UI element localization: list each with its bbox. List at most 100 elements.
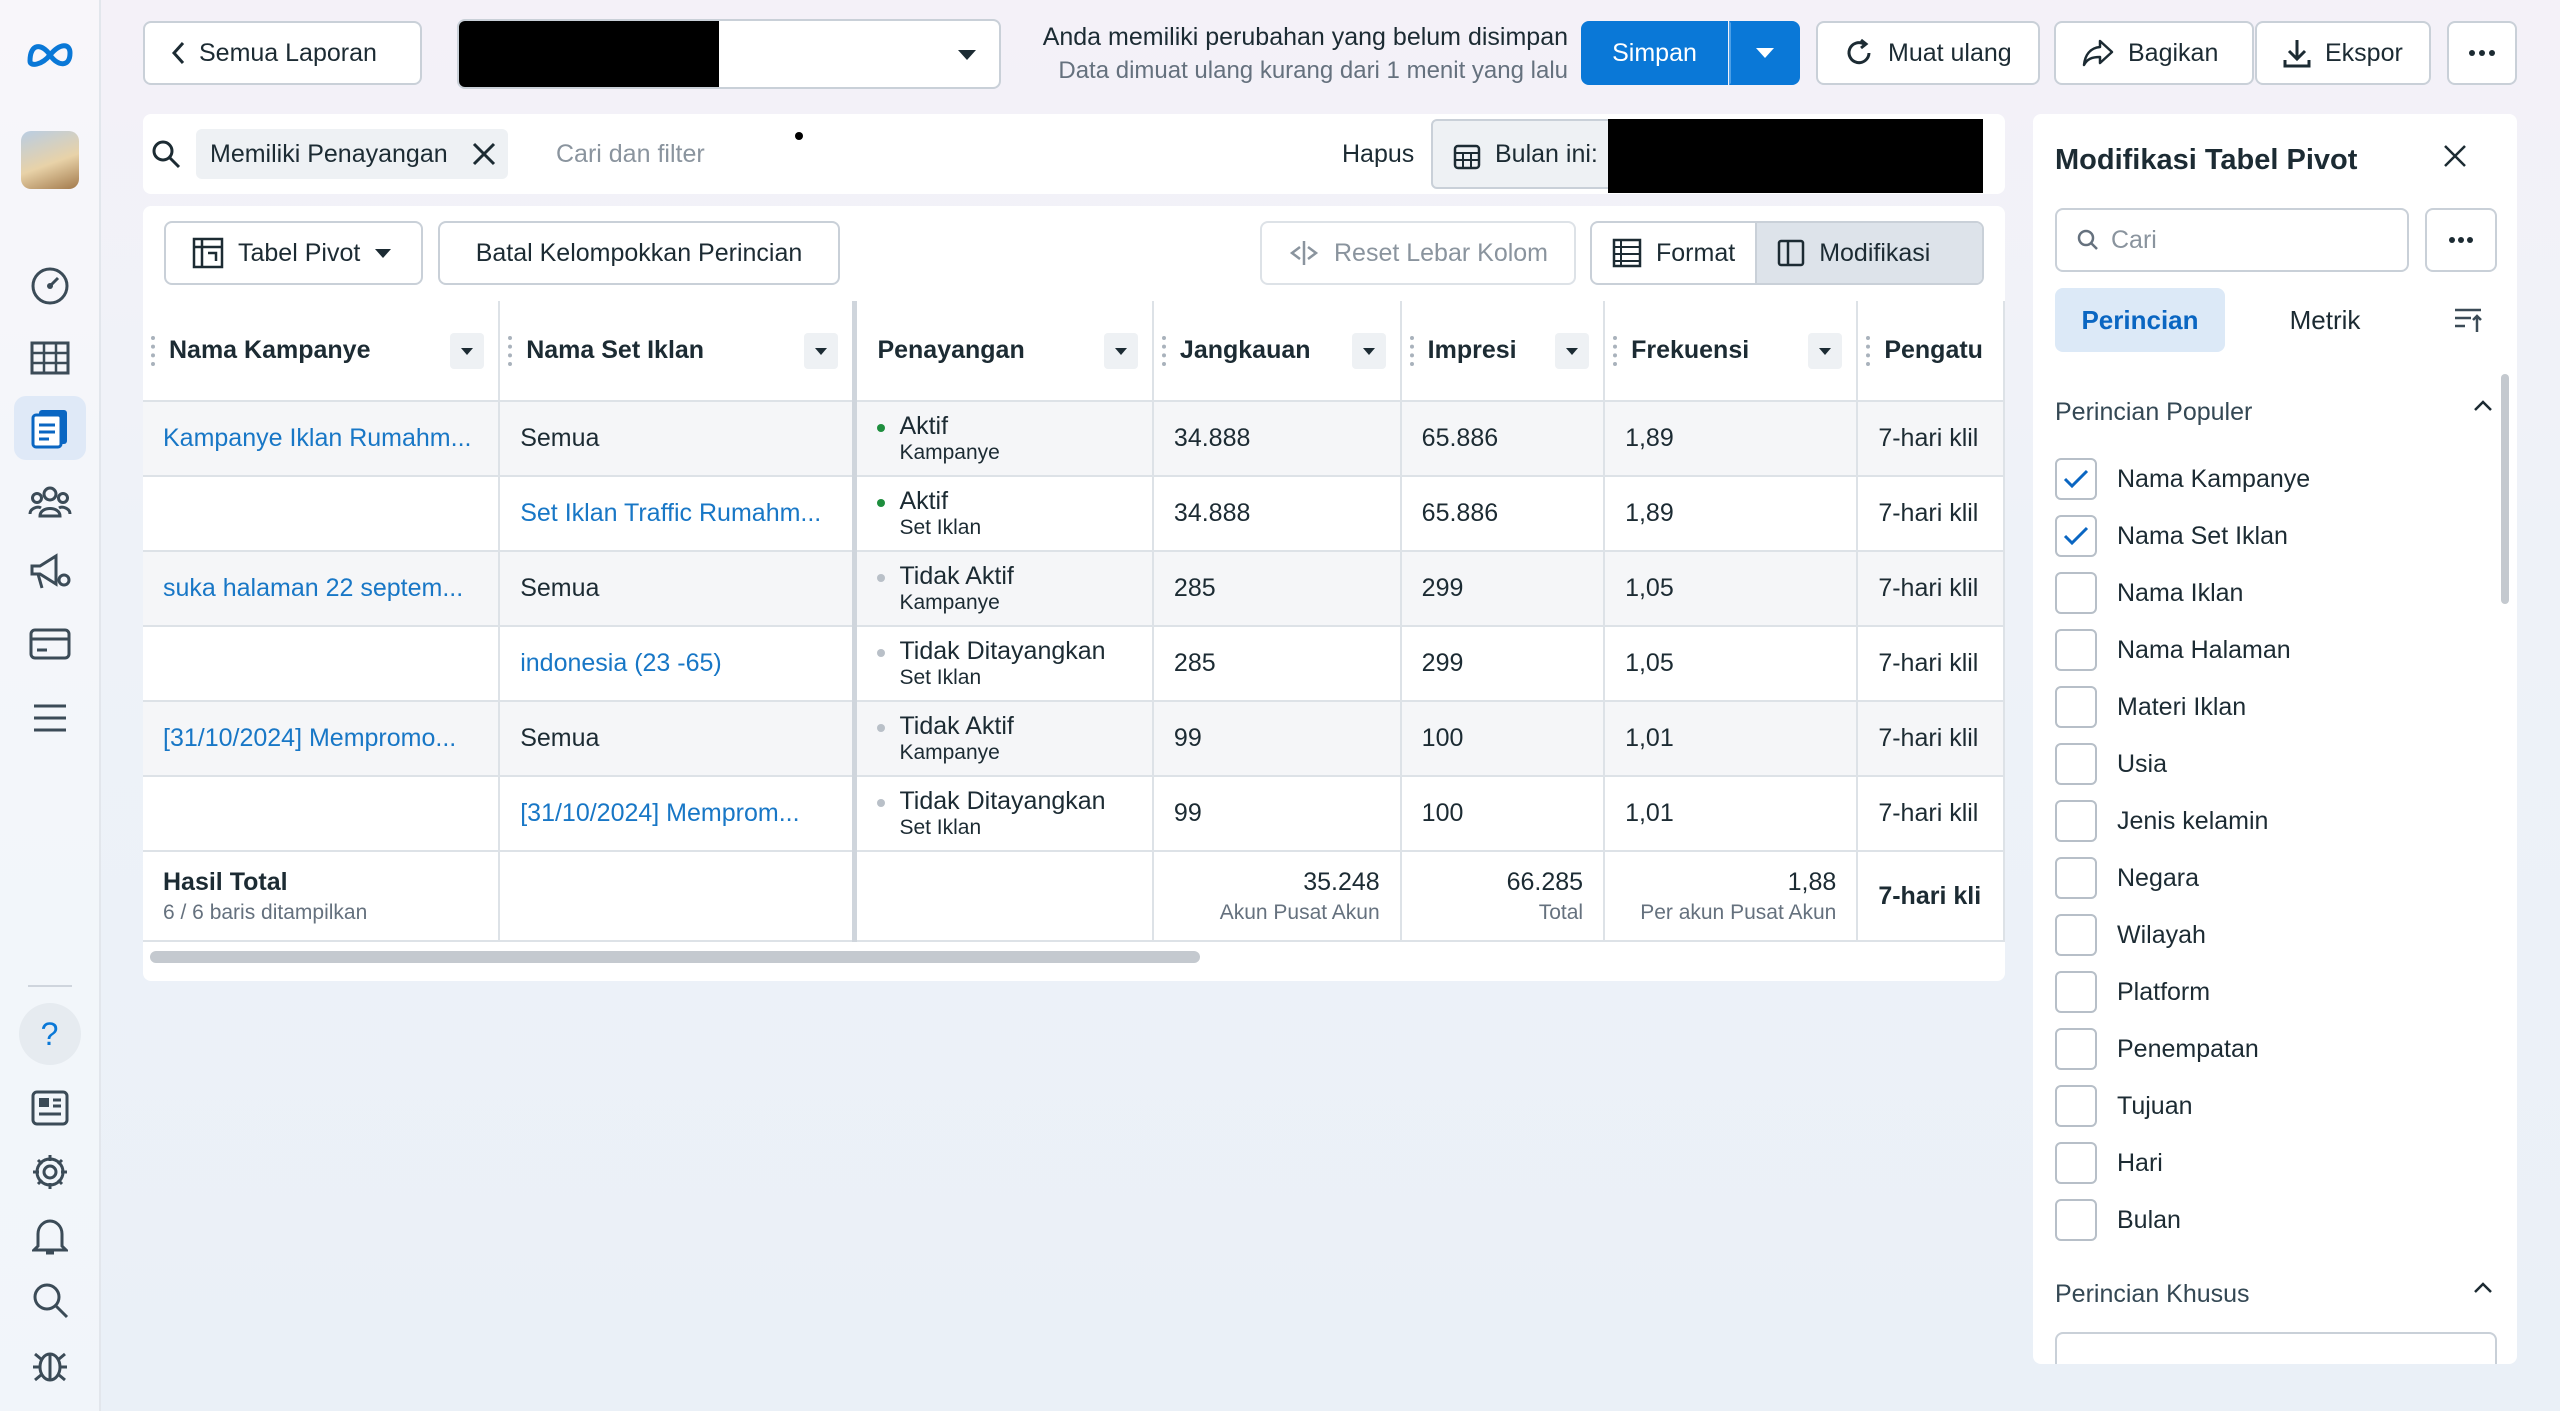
popular-breakdown-header[interactable]: Perincian Populer bbox=[2055, 398, 2497, 427]
account-avatar[interactable] bbox=[14, 128, 86, 192]
breakdown-option[interactable]: Usia bbox=[2055, 743, 2167, 785]
help-icon[interactable]: ? bbox=[14, 1002, 86, 1066]
column-menu-icon[interactable] bbox=[1351, 333, 1386, 369]
tab-breakdown[interactable]: Perincian bbox=[2055, 288, 2225, 352]
notifications-bell-icon[interactable] bbox=[14, 1204, 86, 1268]
checkbox[interactable] bbox=[2055, 1199, 2097, 1241]
checkbox[interactable] bbox=[2055, 572, 2097, 614]
checkbox[interactable] bbox=[2055, 971, 2097, 1013]
column-header[interactable]: Frekuensi bbox=[1604, 301, 1859, 402]
tab-metrics[interactable]: Metrik bbox=[2289, 304, 2361, 335]
column-header[interactable]: Jangkauan bbox=[1152, 301, 1402, 402]
custom-breakdown-header[interactable]: Perincian Khusus bbox=[2055, 1280, 2497, 1309]
breakdown-option[interactable]: Penempatan bbox=[2055, 1028, 2259, 1070]
format-button[interactable]: Format bbox=[1592, 223, 1755, 283]
filter-chip[interactable]: Memiliki Penayangan bbox=[196, 129, 508, 179]
panel-vertical-scrollbar[interactable] bbox=[2501, 374, 2509, 604]
save-options-dropdown[interactable] bbox=[1729, 21, 1800, 85]
close-icon[interactable] bbox=[2443, 144, 2467, 168]
menu-hamburger-icon[interactable] bbox=[14, 686, 86, 750]
checkbox[interactable] bbox=[2055, 800, 2097, 842]
checkbox[interactable] bbox=[2055, 629, 2097, 671]
reset-column-width-button[interactable]: Reset Lebar Kolom bbox=[1260, 221, 1576, 285]
breakdown-option[interactable]: Platform bbox=[2055, 971, 2210, 1013]
breakdown-option[interactable]: Tujuan bbox=[2055, 1085, 2193, 1127]
checkbox[interactable] bbox=[2055, 743, 2097, 785]
save-button[interactable]: Simpan bbox=[1581, 21, 1728, 85]
export-button[interactable]: Ekspor bbox=[2255, 21, 2431, 85]
checkbox[interactable] bbox=[2055, 458, 2097, 500]
campaign-name-cell[interactable]: suka halaman 22 septem... bbox=[143, 551, 501, 627]
attribution-cell: 7-hari klil bbox=[1857, 401, 2005, 477]
breakdown-option[interactable]: Nama Halaman bbox=[2055, 629, 2291, 671]
breakdown-option[interactable]: Materi Iklan bbox=[2055, 686, 2246, 728]
checkbox[interactable] bbox=[2055, 686, 2097, 728]
share-arrow-icon bbox=[2082, 39, 2114, 67]
panel-search-input[interactable]: Cari bbox=[2055, 208, 2409, 272]
meta-logo-icon[interactable] bbox=[14, 22, 86, 86]
checkbox[interactable] bbox=[2055, 1028, 2097, 1070]
campaign-name-cell[interactable]: [31/10/2024] Mempromo... bbox=[143, 701, 501, 777]
column-header[interactable]: Nama Kampanye bbox=[143, 301, 501, 402]
frequency-cell: 1,01 bbox=[1604, 776, 1859, 852]
report-bug-icon[interactable] bbox=[14, 1332, 86, 1396]
breakdown-option[interactable]: Nama Set Iklan bbox=[2055, 515, 2288, 557]
more-options-button[interactable] bbox=[2447, 21, 2517, 85]
horizontal-scrollbar[interactable] bbox=[150, 951, 1200, 963]
delivery-cell: Aktif Set Iklan bbox=[854, 476, 1154, 552]
sort-order-icon[interactable] bbox=[2453, 306, 2483, 334]
checkbox[interactable] bbox=[2055, 914, 2097, 956]
column-menu-icon[interactable] bbox=[1103, 333, 1138, 369]
checkbox[interactable] bbox=[2055, 1142, 2097, 1184]
view-type-dropdown[interactable]: Tabel Pivot bbox=[164, 221, 423, 285]
ungroup-breakdown-button[interactable]: Batal Kelompokkan Perincian bbox=[438, 221, 840, 285]
column-header[interactable]: Penayangan bbox=[854, 301, 1154, 402]
settings-gear-icon[interactable] bbox=[14, 1140, 86, 1204]
clear-filters-link[interactable]: Hapus bbox=[1342, 140, 1415, 168]
adset-name-cell[interactable]: Set Iklan Traffic Rumahm... bbox=[499, 476, 858, 552]
delivery-status: Tidak Aktif bbox=[899, 561, 1014, 590]
column-header[interactable]: Impresi bbox=[1400, 301, 1606, 402]
panel-more-button[interactable] bbox=[2425, 208, 2497, 272]
audience-people-icon[interactable] bbox=[14, 470, 86, 534]
close-icon[interactable] bbox=[472, 142, 496, 166]
ads-manager-megaphone-icon[interactable] bbox=[14, 540, 86, 604]
table-grid-icon[interactable] bbox=[14, 326, 86, 390]
reload-button[interactable]: Muat ulang bbox=[1816, 21, 2040, 85]
share-button[interactable]: Bagikan bbox=[2054, 21, 2254, 85]
custom-breakdown-field[interactable] bbox=[2055, 1332, 2497, 1364]
dashboard-gauge-icon[interactable] bbox=[14, 254, 86, 318]
breakdown-option[interactable]: Negara bbox=[2055, 857, 2199, 899]
customize-button[interactable]: Modifikasi bbox=[1755, 223, 1982, 283]
column-header[interactable]: Pengatu bbox=[1857, 301, 2005, 402]
date-range-label: Bulan ini: bbox=[1495, 139, 1598, 168]
reports-icon[interactable] bbox=[13, 396, 86, 460]
column-resize-icon bbox=[1289, 241, 1319, 265]
column-menu-icon[interactable] bbox=[804, 333, 839, 369]
campaign-name-cell[interactable]: Kampanye Iklan Rumahm... bbox=[143, 401, 501, 477]
breakdown-option[interactable]: Nama Kampanye bbox=[2055, 458, 2310, 500]
column-menu-icon[interactable] bbox=[450, 333, 485, 369]
checkbox[interactable] bbox=[2055, 1085, 2097, 1127]
date-range-button[interactable]: Bulan ini: bbox=[1431, 119, 1983, 193]
adset-name-cell[interactable]: [31/10/2024] Memprom... bbox=[499, 776, 858, 852]
breakdown-option[interactable]: Bulan bbox=[2055, 1199, 2181, 1241]
report-selector[interactable] bbox=[457, 19, 1001, 89]
news-feed-icon[interactable] bbox=[14, 1076, 86, 1140]
breakdown-option[interactable]: Nama Iklan bbox=[2055, 572, 2243, 614]
all-reports-button[interactable]: Semua Laporan bbox=[143, 21, 422, 85]
table-header-row: Nama Kampanye Nama Set Iklan Penayangan … bbox=[143, 301, 2005, 402]
breakdown-option[interactable]: Wilayah bbox=[2055, 914, 2206, 956]
breakdown-option[interactable]: Hari bbox=[2055, 1142, 2163, 1184]
search-icon[interactable] bbox=[14, 1268, 86, 1332]
adset-name-cell[interactable]: indonesia (23 -65) bbox=[499, 626, 858, 702]
search-filter-input[interactable]: Cari dan filter bbox=[556, 140, 705, 168]
checkbox[interactable] bbox=[2055, 515, 2097, 557]
delivery-status: Aktif bbox=[899, 411, 949, 440]
column-header[interactable]: Nama Set Iklan bbox=[499, 301, 858, 402]
checkbox[interactable] bbox=[2055, 857, 2097, 899]
column-menu-icon[interactable] bbox=[1555, 333, 1590, 369]
column-menu-icon[interactable] bbox=[1808, 333, 1843, 369]
billing-card-icon[interactable] bbox=[14, 612, 86, 676]
breakdown-option[interactable]: Jenis kelamin bbox=[2055, 800, 2268, 842]
